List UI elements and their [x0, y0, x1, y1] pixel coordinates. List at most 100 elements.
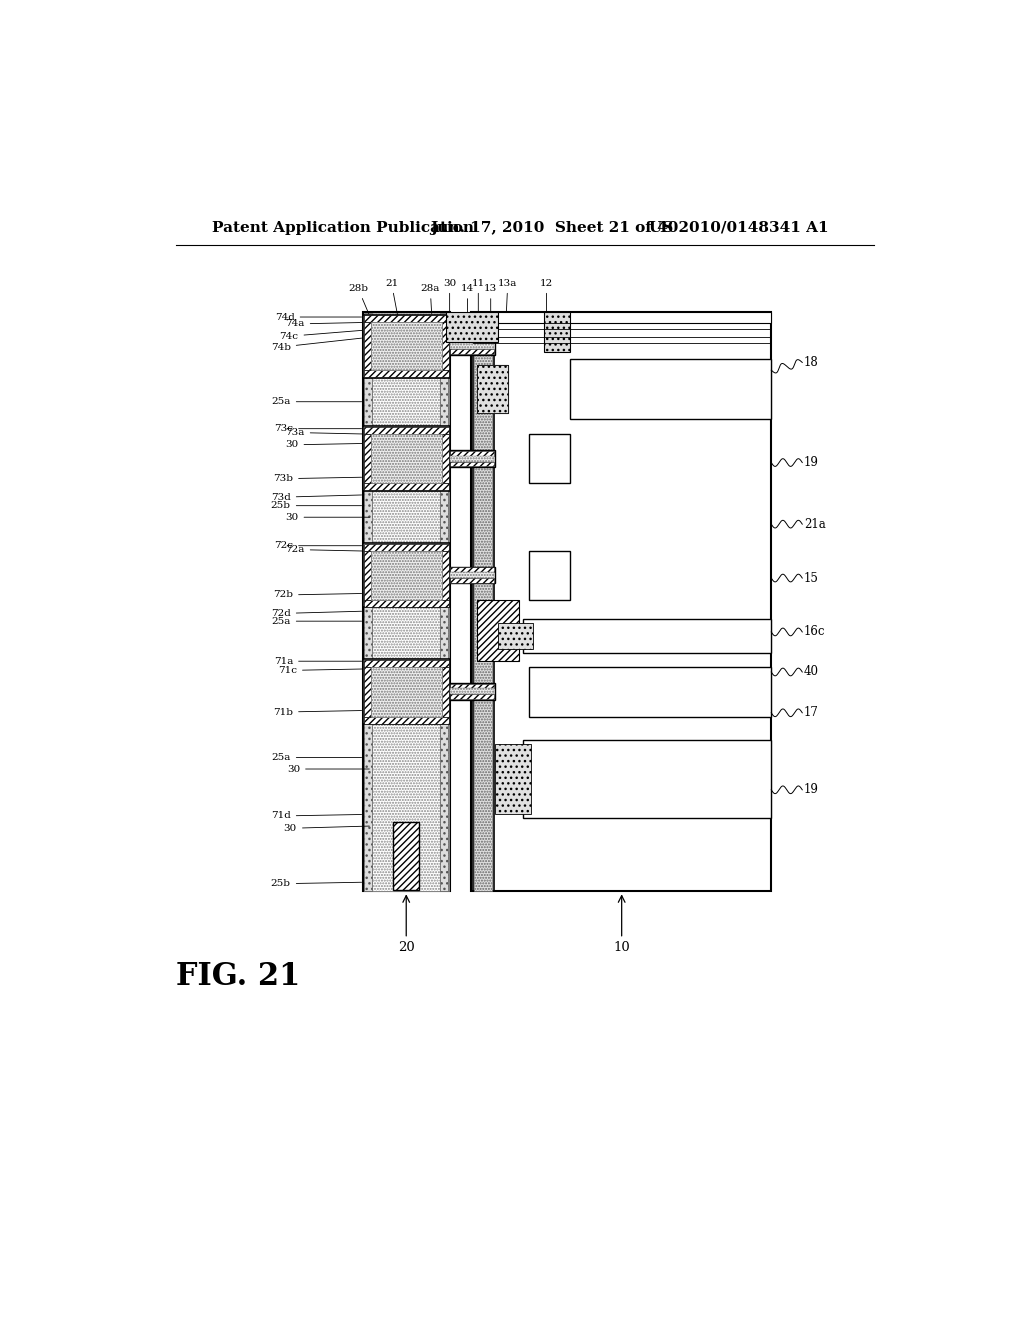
Text: 40: 40 [804, 665, 819, 678]
Text: 73d: 73d [271, 492, 361, 502]
Bar [451, 688, 494, 694]
Text: 15: 15 [804, 572, 818, 585]
Bar [451, 350, 494, 354]
Bar [450, 682, 495, 700]
Text: 71a: 71a [273, 657, 361, 665]
Bar [440, 313, 449, 891]
Text: 25b: 25b [270, 879, 361, 888]
Bar [450, 450, 495, 467]
Text: 18: 18 [804, 356, 818, 370]
Text: 10: 10 [613, 895, 630, 954]
Text: 19: 19 [804, 455, 818, 469]
Bar [451, 684, 494, 688]
Bar [544, 313, 569, 352]
Text: 30: 30 [286, 441, 370, 449]
Bar [451, 462, 494, 466]
Bar [477, 599, 519, 661]
Bar [523, 739, 771, 818]
Text: FIG. 21: FIG. 21 [176, 961, 300, 991]
Bar [364, 370, 449, 378]
Bar [371, 434, 442, 483]
Bar [371, 552, 442, 599]
Bar [474, 313, 493, 891]
Text: 72b: 72b [273, 590, 361, 599]
Text: 21a: 21a [804, 517, 825, 531]
Text: 13a: 13a [498, 279, 517, 313]
Bar [365, 313, 372, 891]
Text: 28a: 28a [421, 284, 440, 313]
Text: 25a: 25a [271, 616, 361, 626]
Text: 74c: 74c [280, 330, 362, 341]
Bar [364, 322, 371, 370]
Text: 25a: 25a [271, 752, 361, 762]
Text: 30: 30 [443, 279, 457, 313]
Text: 25a: 25a [271, 397, 361, 407]
Bar [471, 313, 771, 891]
Bar [451, 694, 494, 700]
Text: 72d: 72d [271, 609, 361, 618]
Text: 71c: 71c [278, 667, 364, 675]
Bar [364, 660, 449, 667]
Bar [451, 568, 494, 572]
Bar [362, 313, 450, 891]
Bar [364, 434, 371, 483]
Bar [451, 572, 494, 578]
Bar [442, 434, 449, 483]
Text: 74a: 74a [286, 319, 364, 329]
Bar [371, 667, 442, 717]
Text: 28b: 28b [348, 284, 369, 314]
Text: 74b: 74b [270, 338, 361, 351]
Bar [364, 313, 449, 891]
Bar [364, 544, 449, 552]
Text: 20: 20 [398, 895, 415, 954]
Bar [498, 623, 532, 649]
Bar [477, 364, 508, 412]
Text: 16c: 16c [804, 626, 825, 639]
Bar [450, 566, 495, 583]
Bar [451, 339, 494, 343]
Text: 13: 13 [484, 284, 498, 313]
Text: 71d: 71d [271, 812, 361, 821]
Text: Patent Application Publication: Patent Application Publication [212, 220, 474, 235]
Bar [442, 322, 449, 370]
Bar [362, 426, 450, 491]
Text: 73c: 73c [274, 424, 361, 433]
Bar [393, 822, 420, 890]
Text: 11: 11 [472, 279, 485, 313]
Bar [529, 434, 569, 483]
Bar [451, 343, 494, 350]
Bar [523, 619, 771, 653]
Bar [362, 659, 450, 725]
Bar [477, 364, 508, 412]
Bar [362, 544, 450, 607]
Text: 72c: 72c [274, 541, 361, 550]
Bar [569, 359, 771, 418]
Bar [450, 338, 495, 355]
Bar [364, 552, 371, 599]
Bar [364, 428, 449, 434]
Bar [451, 578, 494, 582]
Text: 30: 30 [287, 764, 370, 774]
Bar [364, 315, 449, 322]
Text: 71b: 71b [273, 708, 361, 717]
Bar [364, 717, 449, 723]
Bar [442, 552, 449, 599]
Bar [473, 313, 771, 323]
Bar [371, 322, 442, 370]
Text: 19: 19 [804, 783, 818, 796]
Text: Jun. 17, 2010  Sheet 21 of 40: Jun. 17, 2010 Sheet 21 of 40 [430, 220, 679, 235]
Bar [442, 667, 449, 717]
Bar [451, 455, 494, 462]
Text: 73b: 73b [273, 474, 361, 483]
Text: 21: 21 [385, 279, 398, 321]
Text: 72a: 72a [286, 545, 364, 554]
Text: 17: 17 [804, 706, 818, 719]
Bar [473, 313, 494, 891]
Text: 12: 12 [540, 279, 553, 312]
Bar [529, 667, 771, 717]
Text: 25b: 25b [270, 502, 361, 510]
Text: 14: 14 [461, 284, 474, 313]
Bar [362, 314, 450, 378]
Bar [451, 451, 494, 455]
Text: 30: 30 [284, 824, 370, 833]
